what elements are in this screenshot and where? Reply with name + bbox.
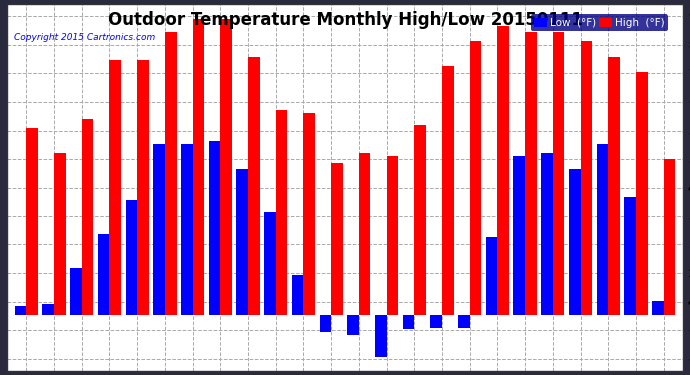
Bar	[70, 268, 81, 315]
Bar	[431, 315, 442, 328]
Bar	[442, 66, 453, 315]
Bar	[541, 153, 553, 315]
Bar	[458, 315, 470, 328]
Bar	[292, 275, 304, 315]
Bar	[137, 60, 149, 315]
Bar	[208, 141, 220, 315]
Bar	[470, 41, 482, 315]
Bar	[652, 301, 664, 315]
Bar	[126, 200, 137, 315]
Bar	[331, 163, 343, 315]
Bar	[403, 315, 414, 329]
Legend: Low  (°F), High  (°F): Low (°F), High (°F)	[531, 15, 668, 31]
Bar	[81, 119, 93, 315]
Bar	[609, 57, 620, 315]
Bar	[580, 41, 592, 315]
Bar	[165, 32, 177, 315]
Bar	[513, 156, 525, 315]
Bar	[486, 237, 497, 315]
Bar	[553, 32, 564, 315]
Bar	[26, 128, 38, 315]
Bar	[359, 153, 371, 315]
Bar	[569, 169, 580, 315]
Bar	[110, 60, 121, 315]
Bar	[153, 144, 165, 315]
Bar	[304, 113, 315, 315]
Bar	[636, 72, 648, 315]
Bar	[248, 57, 259, 315]
Bar	[347, 315, 359, 335]
Bar	[14, 306, 26, 315]
Bar	[264, 212, 276, 315]
Bar	[54, 153, 66, 315]
Bar	[375, 315, 386, 357]
Bar	[597, 144, 609, 315]
Bar	[319, 315, 331, 332]
Bar	[497, 26, 509, 315]
Bar	[220, 20, 232, 315]
Bar	[42, 304, 54, 315]
Bar	[664, 159, 676, 315]
Text: Outdoor Temperature Monthly High/Low 20150111: Outdoor Temperature Monthly High/Low 201…	[108, 11, 582, 29]
Bar	[237, 169, 248, 315]
Bar	[414, 125, 426, 315]
Bar	[624, 197, 636, 315]
Bar	[181, 144, 193, 315]
Text: Copyright 2015 Cartronics.com: Copyright 2015 Cartronics.com	[14, 33, 155, 42]
Bar	[525, 32, 537, 315]
Bar	[193, 20, 204, 315]
Bar	[98, 234, 110, 315]
Bar	[386, 156, 398, 315]
Bar	[276, 110, 287, 315]
